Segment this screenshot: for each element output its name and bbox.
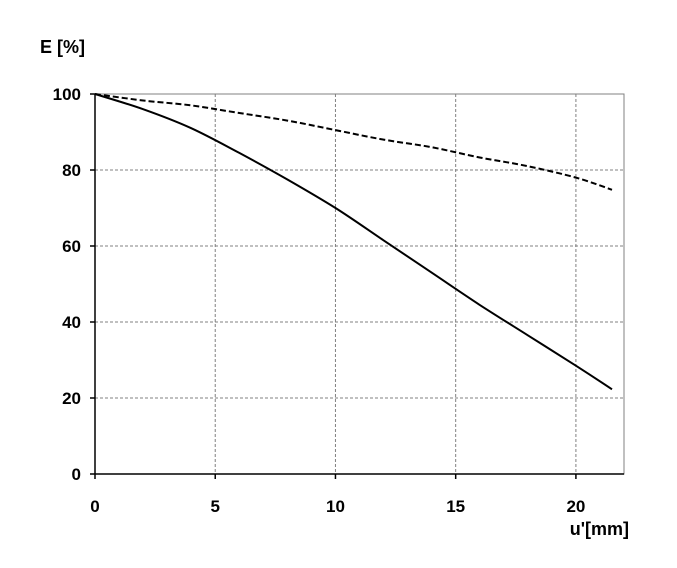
x-tick-label-20: 20 [566,497,585,516]
series-group [94,93,613,391]
x-tick-label-5: 5 [210,497,219,516]
x-tick-label-0: 0 [90,497,99,516]
series-line-1-dashed [94,93,613,191]
x-axis-title: u'[mm] [570,519,629,539]
series-line-2-solid [94,93,613,391]
y-tick-label-0: 0 [72,465,81,484]
y-tick-label-100: 100 [53,85,81,104]
y-tick-label-20: 20 [62,389,81,408]
y-tick-label-60: 60 [62,237,81,256]
plot-area-frame [94,93,625,475]
grid-lines [95,94,624,474]
y-tick-label-80: 80 [62,161,81,180]
x-tick-label-10: 10 [326,497,345,516]
y-tick-label-40: 40 [62,313,81,332]
axes [90,93,624,479]
tick-labels: 0 20 40 60 80 100 0 5 10 15 20 [53,85,586,516]
x-tick-label-15: 15 [446,497,465,516]
y-axis-title: E [%] [40,37,85,57]
